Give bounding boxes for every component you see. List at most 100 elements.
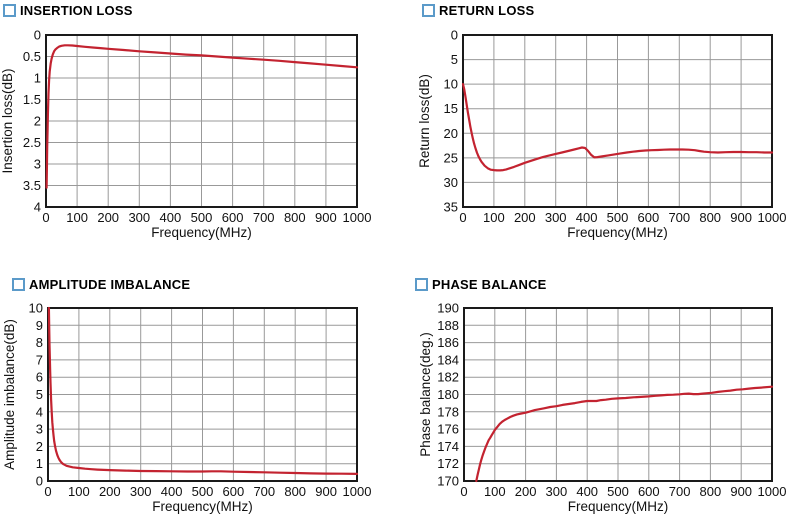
- x-tick-label: 900: [315, 210, 337, 225]
- insertion-loss-plot: 0 100 200 300 400 500 600 700 800 900 1000 0 0.5 1 1.5…: [0, 0, 397, 261]
- y-tick-label: 0: [36, 474, 43, 489]
- x-tick-label: 200: [514, 210, 536, 225]
- x-tick-label: 700: [253, 210, 275, 225]
- x-axis-label: Frequency(MHz): [568, 499, 669, 514]
- x-tick-label: 100: [483, 210, 505, 225]
- y-tick-label: 0: [451, 28, 458, 43]
- x-tick-label: 600: [223, 484, 245, 499]
- chart-header-phase-balance: PHASE BALANCE: [415, 277, 547, 292]
- y-tick-label: 2.5: [23, 135, 41, 150]
- x-tick-label: 300: [130, 484, 152, 499]
- y-tick-label: 3: [36, 422, 43, 437]
- y-tick-label: 10: [444, 77, 458, 92]
- plot-border: [463, 307, 773, 482]
- chart-header-amplitude-imbalance: AMPLITUDE IMBALANCE: [12, 277, 190, 292]
- y-tick-label: 7: [36, 352, 43, 367]
- y-tick-label: 1: [36, 456, 43, 471]
- x-tick-label: 900: [730, 210, 752, 225]
- y-tick-label: 9: [36, 318, 43, 333]
- x-tick-label: 100: [68, 484, 90, 499]
- y-tick-label: 2: [34, 114, 41, 129]
- x-tick-label: 200: [97, 210, 119, 225]
- x-tick-label: 100: [484, 484, 506, 499]
- y-tick-label: 20: [444, 126, 458, 141]
- x-tick-label: 700: [669, 484, 691, 499]
- x-axis-label: Frequency(MHz): [152, 499, 253, 514]
- y-tick-label: 188: [437, 318, 459, 333]
- x-tick-label: 1000: [343, 210, 372, 225]
- title-square-icon: [422, 4, 435, 17]
- y-tick-label: 176: [437, 422, 459, 437]
- y-tick-label: 5: [451, 52, 458, 67]
- y-tick-label: 186: [437, 335, 459, 350]
- y-tick-label: 178: [437, 404, 459, 419]
- x-tick-label: 500: [607, 484, 629, 499]
- y-tick-label: 4: [34, 200, 41, 215]
- insertion-loss-svg: 0 100 200 300 400 500 600 700 800 900 1000 0 0.5 1 1.5…: [0, 28, 372, 241]
- chart-header-insertion-loss: INSERTION LOSS: [3, 3, 133, 18]
- y-tick-label: 3: [34, 157, 41, 172]
- y-tick-label: 174: [437, 439, 459, 454]
- x-tick-label: 600: [638, 210, 660, 225]
- x-tick-label: 500: [607, 210, 629, 225]
- x-tick-label: 400: [576, 484, 598, 499]
- chart-title-amplitude-imbalance: AMPLITUDE IMBALANCE: [29, 277, 191, 292]
- x-tick-label: 200: [99, 484, 121, 499]
- x-tick-label: 400: [576, 210, 598, 225]
- return-loss-plot: 0 100 200 300 400 500 600 700 800 900 1000 0 5 10 15 20…: [396, 0, 793, 261]
- x-tick-label: 0: [459, 210, 466, 225]
- y-tick-label: 2: [36, 439, 43, 454]
- y-axis-label: Amplitude imbalance(dB): [2, 319, 17, 470]
- y-axis-label: Return loss(dB): [417, 74, 432, 168]
- chart-title-return-loss: RETURN LOSS: [439, 3, 535, 18]
- x-tick-label: 800: [284, 210, 306, 225]
- x-tick-label: 0: [42, 210, 49, 225]
- amplitude-imbalance-plot: 0 100 200 300 400 500 600 700 800 900 1000 0 1 2 3 4 5 6 7…: [0, 261, 397, 522]
- chart-title-phase-balance: PHASE BALANCE: [432, 277, 547, 292]
- x-tick-label: 100: [66, 210, 88, 225]
- data-curve-return-loss: [461, 82, 774, 172]
- x-tick-label: 400: [161, 484, 183, 499]
- x-tick-label: 600: [638, 484, 660, 499]
- y-tick-label: 190: [437, 301, 459, 316]
- x-tick-label: 400: [160, 210, 182, 225]
- y-tick-label: 1.5: [23, 92, 41, 107]
- y-tick-label: 1: [34, 71, 41, 86]
- y-tick-label: 15: [444, 101, 458, 116]
- x-tick-label: 1000: [343, 484, 372, 499]
- y-tick-label: 0.5: [23, 49, 41, 64]
- y-tick-label: 182: [437, 370, 459, 385]
- x-tick-label: 200: [515, 484, 537, 499]
- x-tick-label: 1000: [758, 484, 787, 499]
- x-tick-label: 900: [730, 484, 752, 499]
- data-curve-amplitude-imbalance: [47, 306, 359, 475]
- chart-amplitude-imbalance: AMPLITUDE IMBALANCE 0 100 200 300 400 500 600 7…: [0, 261, 397, 522]
- chart-return-loss: RETURN LOSS 0 100 200 300 400 500 600 700 800 900…: [396, 0, 793, 261]
- x-tick-label: 500: [192, 484, 214, 499]
- chart-title-insertion-loss: INSERTION LOSS: [20, 3, 133, 18]
- data-curve-phase-balance: [475, 385, 774, 483]
- x-tick-label: 600: [222, 210, 244, 225]
- chart-header-return-loss: RETURN LOSS: [422, 3, 534, 18]
- title-square-icon: [12, 278, 25, 291]
- data-curve-insertion-loss: [45, 44, 359, 189]
- y-tick-label: 4: [36, 404, 43, 419]
- x-tick-label: 800: [700, 484, 722, 499]
- x-tick-label: 0: [44, 484, 51, 499]
- plot-border: [45, 34, 358, 208]
- y-tick-label: 172: [437, 456, 459, 471]
- x-tick-label: 800: [284, 484, 306, 499]
- chart-insertion-loss: INSERTION LOSS 0 100 200 300 400 500 600 700 800…: [0, 0, 397, 261]
- x-tick-label: 700: [668, 210, 690, 225]
- x-tick-label: 300: [545, 210, 567, 225]
- y-tick-label: 6: [36, 370, 43, 385]
- y-tick-label: 180: [437, 387, 459, 402]
- x-tick-label: 500: [191, 210, 213, 225]
- x-axis-label: Frequency(MHz): [151, 225, 252, 240]
- plot-border: [47, 307, 358, 482]
- y-tick-label: 30: [444, 175, 458, 190]
- x-tick-label: 1000: [758, 210, 787, 225]
- y-tick-label: 10: [29, 301, 43, 316]
- phase-balance-plot: 0 100 200 300 400 500 600 700 800 900 1000 170 172 17…: [396, 261, 793, 522]
